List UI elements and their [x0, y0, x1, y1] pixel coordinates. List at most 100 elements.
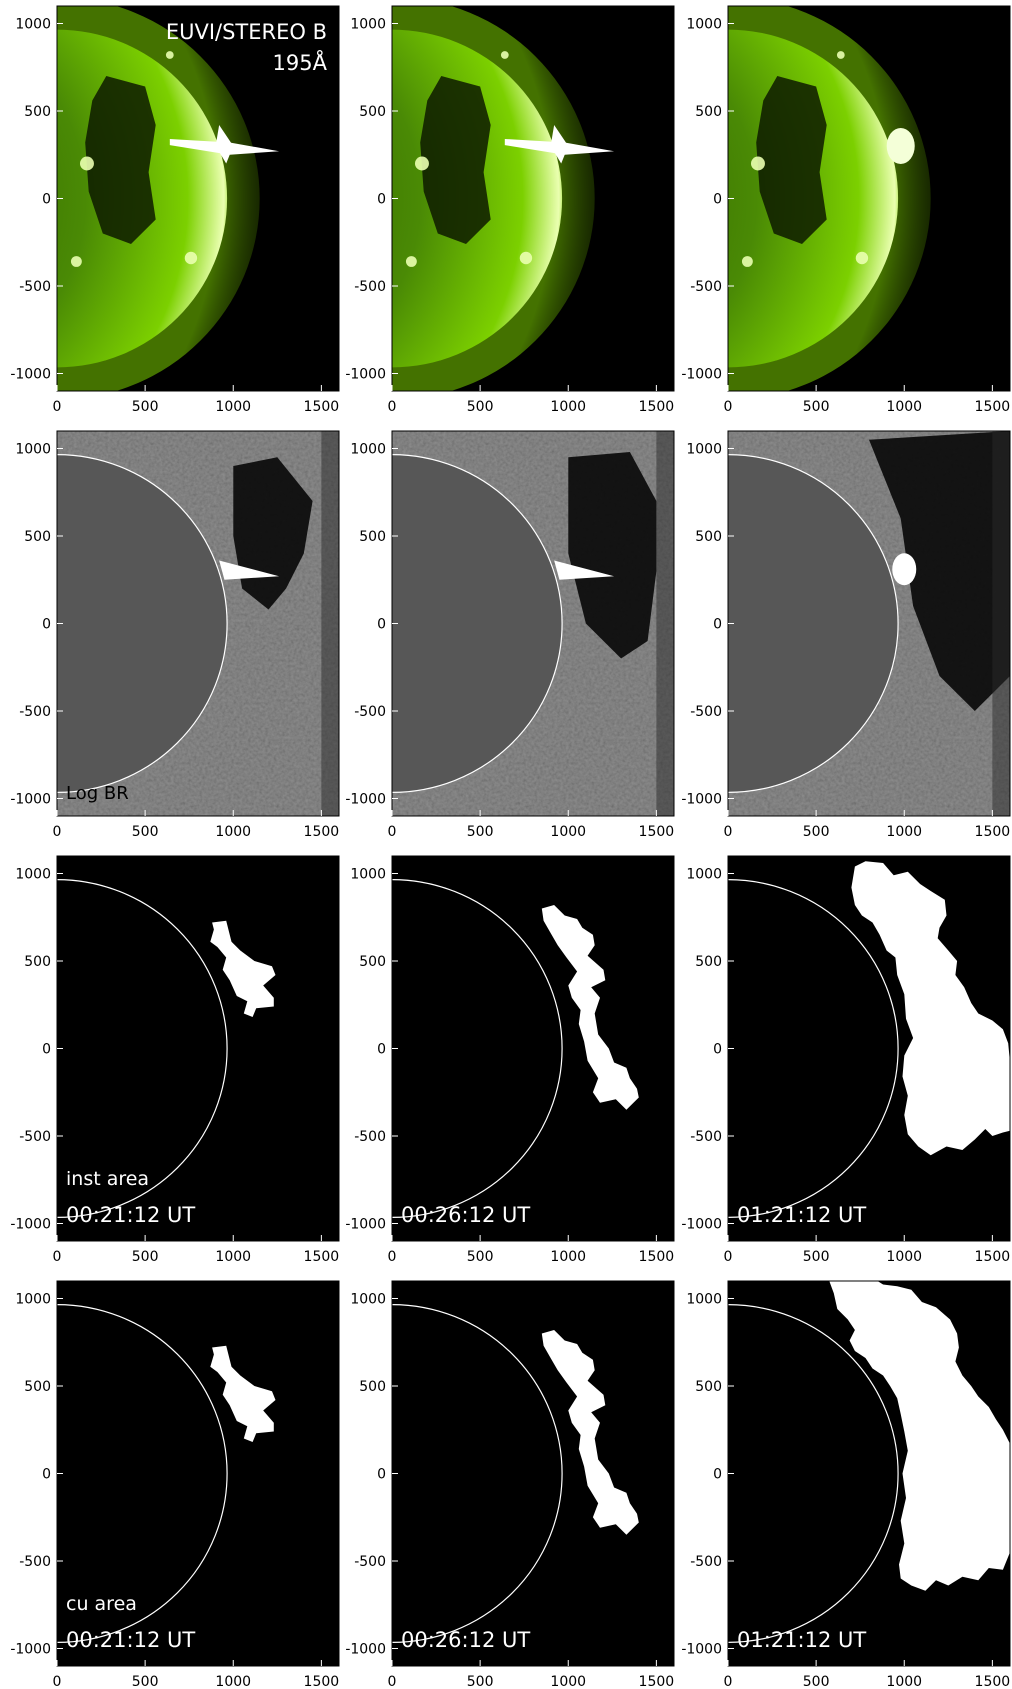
- x-tick-label: 500: [467, 1674, 494, 1689]
- y-tick-label: 0: [42, 617, 51, 633]
- y-tick-label: 1000: [15, 17, 51, 33]
- limb-circle: [57, 454, 228, 793]
- y-tick-label: 500: [24, 104, 51, 120]
- x-tick-label: 500: [803, 824, 830, 840]
- y-tick-label: -1000: [10, 792, 51, 808]
- instantaneous-area-mask: [541, 905, 639, 1110]
- x-tick-label: 1000: [550, 824, 586, 840]
- y-tick-label: -500: [690, 704, 722, 720]
- y-tick-label: -1000: [345, 1642, 386, 1658]
- y-tick-label: -1000: [681, 1217, 722, 1233]
- y-tick-label: 1000: [350, 442, 386, 458]
- y-tick-label: 1000: [686, 867, 722, 883]
- x-tick-label: 1000: [215, 1674, 251, 1689]
- x-tick-label: 1500: [975, 824, 1011, 840]
- x-tick-label: 0: [53, 1249, 62, 1265]
- y-tick-label: 500: [24, 954, 51, 970]
- active-region-spot: [500, 51, 509, 59]
- y-tick-label: -500: [19, 1129, 51, 1145]
- limb-circle: [392, 1304, 563, 1643]
- limb-circle: [57, 1304, 228, 1643]
- flare-bright-core: [892, 553, 917, 586]
- y-tick-label: 500: [24, 1379, 51, 1395]
- x-tick-label: 1000: [550, 399, 586, 415]
- active-region-spot: [79, 156, 94, 171]
- saturation-streak: [554, 560, 615, 580]
- row-label-log-br: Log BR: [66, 783, 129, 804]
- x-tick-label: 1000: [886, 1674, 922, 1689]
- x-tick-label: 1500: [639, 399, 675, 415]
- y-tick-label: 0: [713, 1042, 722, 1058]
- x-tick-label: 500: [803, 399, 830, 415]
- timestamp-label: 01:21:12 UT: [737, 1628, 866, 1652]
- coronal-hole: [85, 76, 156, 244]
- saturation-streak: [219, 560, 280, 580]
- limb-circle: [728, 1304, 899, 1643]
- x-tick-label: 500: [132, 399, 159, 415]
- panel-r4-c3: 01:21:12 UT 1000 500 0 -500 -1000 0 500 1000 1500: [681, 1280, 1011, 1689]
- y-tick-label: 500: [695, 1379, 722, 1395]
- dimming-region: [568, 452, 657, 659]
- x-tick-label: 500: [132, 1249, 159, 1265]
- x-tick-label: 1000: [215, 1249, 251, 1265]
- active-region-spot: [70, 256, 82, 267]
- y-tick-label: 500: [359, 529, 386, 545]
- x-tick-label: 1500: [975, 399, 1011, 415]
- flare-bright-core: [886, 128, 915, 164]
- x-tick-label: 0: [53, 1674, 62, 1689]
- cumulative-area-mask: [541, 1330, 639, 1535]
- y-tick-label: 0: [377, 617, 386, 633]
- active-region-spot: [750, 156, 765, 171]
- x-tick-label: 1500: [975, 1249, 1011, 1265]
- y-tick-label: 0: [377, 1042, 386, 1058]
- x-tick-label: 500: [132, 1674, 159, 1689]
- limb-circle: [57, 879, 228, 1218]
- row-label-inst-area: inst area: [66, 1168, 149, 1190]
- x-tick-label: 500: [132, 824, 159, 840]
- y-tick-label: 500: [695, 954, 722, 970]
- y-tick-label: -500: [354, 1554, 386, 1570]
- flare-bright-core: [215, 125, 234, 164]
- y-tick-label: 1000: [350, 1292, 386, 1308]
- limb-circle: [728, 454, 899, 793]
- timestamp-label: 01:21:12 UT: [737, 1203, 866, 1227]
- x-tick-label: 0: [388, 1674, 397, 1689]
- coronal-hole: [756, 76, 827, 244]
- y-tick-label: -500: [19, 279, 51, 295]
- x-tick-label: 1500: [304, 399, 340, 415]
- active-region-spot: [414, 156, 429, 171]
- x-tick-label: 0: [724, 824, 733, 840]
- y-tick-label: -1000: [345, 367, 386, 383]
- timestamp-label: 00:26:12 UT: [401, 1628, 530, 1652]
- occulted-disk: [728, 454, 899, 793]
- x-tick-label: 0: [53, 824, 62, 840]
- y-tick-label: 500: [695, 529, 722, 545]
- y-tick-label: 1000: [686, 442, 722, 458]
- y-tick-label: 1000: [686, 17, 722, 33]
- panel-r4-c2: 00:26:12 UT 1000 500 0 -500 -1000 0 500 1000 1500: [345, 1280, 675, 1689]
- cumulative-area-mask: [829, 1281, 1010, 1591]
- y-tick-label: 500: [359, 104, 386, 120]
- x-tick-label: 500: [467, 824, 494, 840]
- y-tick-label: -500: [690, 1554, 722, 1570]
- flare-bright-core: [550, 125, 569, 164]
- y-tick-label: -1000: [681, 792, 722, 808]
- x-tick-label: 0: [388, 824, 397, 840]
- occulted-disk: [392, 454, 563, 793]
- y-tick-label: -500: [19, 704, 51, 720]
- y-tick-label: -1000: [345, 792, 386, 808]
- y-tick-label: 0: [713, 1467, 722, 1483]
- x-tick-label: 1500: [304, 1674, 340, 1689]
- y-tick-label: -500: [19, 1554, 51, 1570]
- y-tick-label: 1000: [15, 867, 51, 883]
- y-tick-label: -1000: [10, 1642, 51, 1658]
- y-tick-label: 0: [42, 192, 51, 208]
- x-tick-label: 1000: [886, 1249, 922, 1265]
- y-tick-label: 1000: [686, 1292, 722, 1308]
- row-label-cu-area: cu area: [66, 1593, 137, 1615]
